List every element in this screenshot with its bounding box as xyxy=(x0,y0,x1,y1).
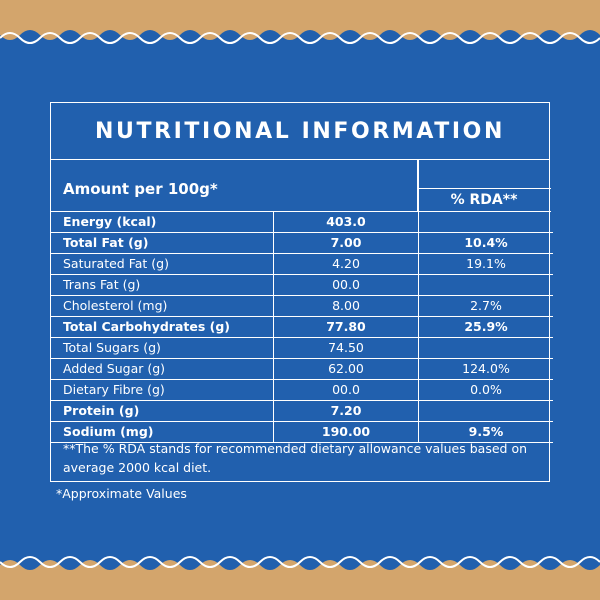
nutrient-name: Saturated Fat (g) xyxy=(51,253,274,275)
nutrient-rda: 10.4% xyxy=(418,232,553,254)
rda-footnote: **The % RDA stands for recommended dieta… xyxy=(63,441,528,475)
nutrient-name: Cholesterol (mg) xyxy=(51,295,274,317)
header-divider xyxy=(417,160,419,212)
nutrient-row: Added Sugar (g) 62.00 124.0% xyxy=(51,358,553,380)
nutrient-value: 7.00 xyxy=(273,232,419,254)
nutrient-rda xyxy=(418,337,553,359)
nutrient-row: Saturated Fat (g) 4.20 19.1% xyxy=(51,253,553,275)
nutrition-card: NUTRITIONAL INFORMATION Amount per 100g*… xyxy=(50,102,553,482)
nutrient-rda: 0.0% xyxy=(418,379,553,401)
nutrient-rda: 25.9% xyxy=(418,316,553,338)
nutrient-row: Total Carbohydrates (g) 77.80 25.9% xyxy=(51,316,553,338)
nutrient-name: Protein (g) xyxy=(51,400,274,422)
nutrient-name: Sodium (mg) xyxy=(51,421,274,443)
nutrient-row: Total Fat (g) 7.00 10.4% xyxy=(51,232,553,254)
nutrient-rda xyxy=(418,400,553,422)
nutrient-value: 8.00 xyxy=(273,295,419,317)
nutrition-table: Energy (kcal) 403.0 Total Fat (g) 7.00 10.4%… xyxy=(51,212,553,443)
nutrient-value: 190.00 xyxy=(273,421,419,443)
nutrient-rda xyxy=(418,212,553,233)
rda-header: % RDA** xyxy=(417,188,551,212)
nutrient-value: 00.0 xyxy=(273,274,419,296)
nutrient-row: Energy (kcal) 403.0 xyxy=(51,212,553,233)
nutrient-value: 74.50 xyxy=(273,337,419,359)
nutrient-name: Dietary Fibre (g) xyxy=(51,379,274,401)
top-wave-line xyxy=(0,32,600,44)
bottom-wave-edge xyxy=(0,560,600,600)
nutrient-name: Total Fat (g) xyxy=(51,232,274,254)
nutrient-value: 00.0 xyxy=(273,379,419,401)
nutrient-row: Total Sugars (g) 74.50 xyxy=(51,337,553,359)
nutrient-value: 77.80 xyxy=(273,316,419,338)
nutrition-title: NUTRITIONAL INFORMATION xyxy=(51,103,549,160)
nutrient-row: Cholesterol (mg) 8.00 2.7% xyxy=(51,295,553,317)
nutrient-rda: 124.0% xyxy=(418,358,553,380)
nutrient-value: 7.20 xyxy=(273,400,419,422)
amount-header: Amount per 100g* xyxy=(51,160,417,212)
nutrient-rda: 19.1% xyxy=(418,253,553,275)
nutrient-name: Total Carbohydrates (g) xyxy=(51,316,274,338)
nutrient-row: Protein (g) 7.20 xyxy=(51,400,553,422)
nutrient-row: Trans Fat (g) 00.0 xyxy=(51,274,553,296)
nutrient-value: 4.20 xyxy=(273,253,419,275)
nutrient-rda: 9.5% xyxy=(418,421,553,443)
nutrient-name: Energy (kcal) xyxy=(51,212,274,233)
bottom-wave-line xyxy=(0,556,600,568)
amount-label: Amount per 100g* xyxy=(63,180,218,198)
nutrient-value: 403.0 xyxy=(273,212,419,233)
nutrient-name: Total Sugars (g) xyxy=(51,337,274,359)
nutrient-row: Sodium (mg) 190.00 9.5% xyxy=(51,421,553,443)
nutrient-row: Dietary Fibre (g) 00.0 0.0% xyxy=(51,379,553,401)
nutrient-rda xyxy=(418,274,553,296)
nutrient-name: Added Sugar (g) xyxy=(51,358,274,380)
top-wave-edge xyxy=(0,0,600,40)
nutrient-name: Trans Fat (g) xyxy=(51,274,274,296)
approximate-values-note: *Approximate Values xyxy=(56,486,187,501)
nutrient-rda: 2.7% xyxy=(418,295,553,317)
nutrient-value: 62.00 xyxy=(273,358,419,380)
